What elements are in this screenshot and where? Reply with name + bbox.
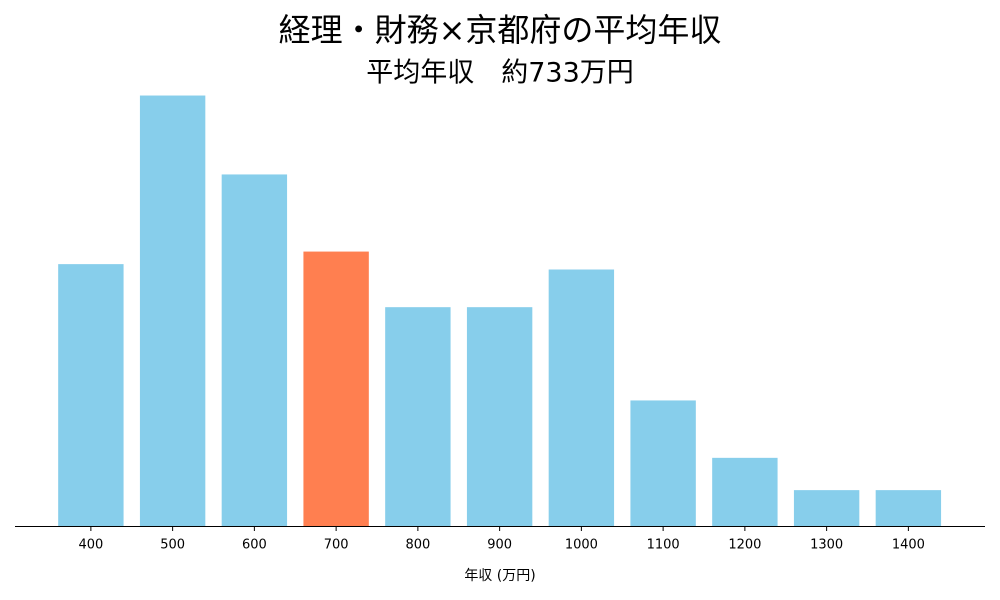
bar [58,264,124,526]
x-tick-label: 600 [242,538,267,553]
x-tick-label: 1000 [565,538,598,553]
bar [139,95,206,527]
chart-subtitle: 平均年収 約733万円 [366,58,634,89]
x-tick-label: 1400 [892,538,925,553]
bar [712,457,778,526]
x-tick-label: 700 [324,538,349,553]
x-tick-label: 500 [160,538,185,553]
x-tick-label: 1100 [647,538,680,553]
bar [221,174,288,526]
x-tick-label: 1200 [728,538,761,553]
x-tick-label: 900 [487,538,512,553]
bar [466,307,533,526]
bar [385,307,451,526]
bar [793,490,860,526]
bar [630,400,696,526]
x-tick-label: 400 [78,538,103,553]
chart-title: 経理・財務×京都府の平均年収 [279,11,722,49]
x-axis-label: 年収 (万円) [464,568,535,584]
x-tick-label: 1300 [810,538,843,553]
bar [875,490,942,526]
x-tick-label: 800 [405,538,430,553]
bar [548,269,615,526]
bar [303,251,369,527]
